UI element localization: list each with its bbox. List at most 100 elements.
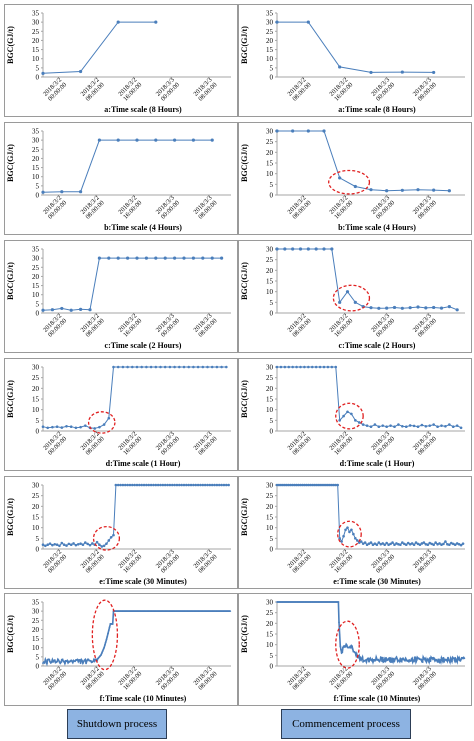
data-point — [448, 543, 451, 547]
x-tick-label: 2018/3/200:00:00 — [42, 194, 68, 220]
y-tick-label: 0 — [270, 428, 274, 436]
data-point — [65, 544, 68, 547]
y-tick-label: 15 — [32, 396, 40, 404]
data-point — [455, 424, 459, 427]
data-point — [314, 247, 318, 251]
chart-panel-sd-e: BGC(GJ/t) 0 5 10 15 20 25 30 2018/3/2 00:00:00 201… — [4, 476, 238, 589]
x-tick-label: 2018/3/308:00:00 — [192, 76, 218, 102]
data-point — [344, 645, 347, 648]
data-point — [135, 256, 139, 260]
data-point — [354, 651, 357, 654]
data-point — [100, 652, 103, 655]
data-point — [338, 634, 341, 636]
data-point — [287, 483, 291, 487]
data-point — [187, 365, 190, 369]
data-point — [357, 656, 360, 659]
data-point — [138, 483, 141, 487]
data-point — [416, 425, 420, 429]
y-tick-label: 5 — [36, 417, 40, 425]
y-tick-label: 25 — [266, 28, 274, 36]
data-point — [119, 483, 122, 487]
y-tick-label: 10 — [32, 644, 40, 652]
data-point — [374, 659, 377, 662]
data-point — [411, 657, 414, 660]
x-tick-label: 2018/3/208:00:00 — [286, 430, 312, 456]
data-point — [339, 645, 342, 648]
data-point — [55, 425, 59, 429]
data-point — [401, 425, 404, 428]
data-point — [461, 542, 465, 545]
data-point — [168, 483, 172, 487]
chart-svg-sd-e: BGC(GJ/t) 0 5 10 15 20 25 30 2018/3/200:00:00 201… — [6, 482, 231, 586]
data-point — [145, 483, 148, 487]
data-point — [77, 660, 80, 663]
data-point — [440, 543, 443, 547]
y-tick-label: 15 — [32, 514, 40, 522]
y-tick-label: 0 — [36, 192, 40, 200]
data-point — [98, 425, 101, 429]
chart-caption: e:Time scale (30 Minutes) — [99, 577, 187, 586]
data-point — [182, 256, 186, 260]
data-point — [367, 657, 370, 660]
data-point — [220, 483, 223, 487]
data-point — [60, 661, 62, 664]
data-point — [159, 365, 162, 369]
data-point — [379, 659, 382, 661]
data-point — [340, 648, 342, 651]
data-point — [401, 541, 404, 544]
data-point — [71, 660, 73, 663]
y-tick-label: 25 — [32, 28, 40, 36]
x-tick-label: 2018/3/200:00:00 — [42, 665, 68, 691]
data-point — [384, 660, 387, 663]
data-point — [43, 661, 46, 664]
data-point — [357, 421, 361, 424]
y-tick-label: 20 — [266, 37, 274, 45]
data-point — [318, 483, 322, 487]
data-point — [385, 306, 389, 310]
x-tick-label: 2018/3/208:00:00 — [80, 548, 106, 574]
data-point — [348, 530, 351, 534]
data-point — [111, 623, 114, 625]
y-axis-label: BGC(GJ/t) — [240, 498, 249, 536]
data-point — [336, 483, 340, 487]
data-point — [433, 657, 436, 660]
shutdown-process-label: Shutdown process — [67, 709, 167, 739]
data-point — [89, 659, 92, 662]
data-point — [404, 543, 408, 547]
y-tick-label: 0 — [36, 310, 40, 318]
data-point — [189, 483, 193, 487]
data-point — [369, 425, 373, 429]
y-tick-label: 30 — [266, 19, 274, 27]
data-point — [306, 129, 310, 133]
chart-panel-sd-a: BGC(GJ/t) 0 5 10 15 20 25 30 35 2018/3/2 00:00:00 2… — [4, 4, 238, 117]
commencement-process-text: Commencement process — [292, 718, 400, 730]
data-point — [408, 424, 412, 427]
x-tick-label: 2018/3/308:00:00 — [192, 548, 218, 574]
data-point — [442, 656, 445, 659]
data-point — [287, 365, 291, 369]
data-point — [74, 426, 78, 430]
data-point — [338, 65, 342, 69]
data-point — [191, 256, 195, 260]
y-tick-label: 20 — [266, 503, 274, 511]
data-point — [298, 247, 303, 251]
x-tick-label: 2018/3/208:00:00 — [286, 76, 312, 102]
y-tick-label: 15 — [266, 278, 274, 286]
data-point — [173, 365, 176, 369]
data-point — [457, 543, 461, 546]
data-point — [104, 641, 107, 644]
data-point — [67, 661, 69, 664]
data-point — [444, 540, 447, 543]
highlight-circle — [337, 520, 362, 548]
x-tick-label: 2018/3/300:00:00 — [370, 76, 396, 102]
series-line — [277, 484, 464, 546]
x-tick-label: 2018/3/216:00:00 — [328, 312, 354, 338]
data-point — [283, 247, 287, 251]
data-point — [93, 427, 96, 430]
data-point — [351, 648, 354, 650]
data-point — [355, 654, 357, 657]
data-point — [368, 660, 370, 663]
data-point — [97, 256, 101, 260]
data-point — [161, 483, 165, 487]
data-point — [420, 658, 423, 661]
